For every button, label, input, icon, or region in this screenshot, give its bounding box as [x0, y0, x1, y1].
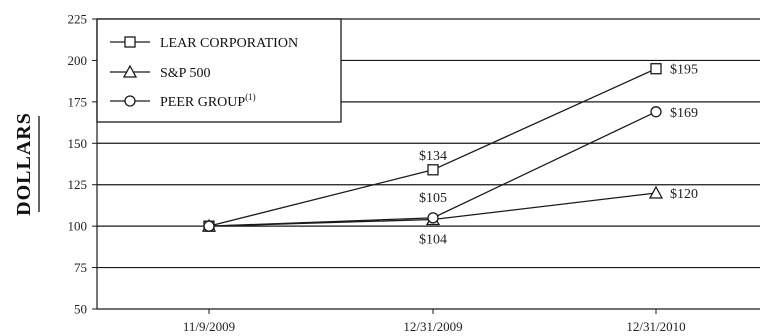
- data-label: $104: [419, 233, 447, 248]
- y-axis-label: DOLLARS: [13, 112, 35, 216]
- data-point: [650, 106, 662, 118]
- y-tick-label: 150: [68, 136, 88, 151]
- legend-label: PEER GROUP(1): [160, 92, 256, 110]
- legend-item: LEAR CORPORATION: [110, 36, 298, 51]
- legend-item: S&P 500: [110, 64, 210, 81]
- x-tick-label: 12/31/2009: [403, 319, 462, 334]
- legend-marker: [124, 36, 136, 48]
- data-label: $105: [419, 191, 447, 206]
- legend-marker: [122, 64, 138, 78]
- x-tick-label: 11/9/2009: [183, 319, 235, 334]
- y-tick-label: 75: [74, 260, 87, 275]
- data-point: [650, 63, 662, 75]
- legend-footnote-marker: (1): [245, 92, 256, 102]
- data-point: [427, 212, 439, 224]
- y-ticks: 50 75 100 125 150 175 200 225: [68, 12, 97, 317]
- y-tick-label: 50: [74, 302, 87, 317]
- data-label: $120: [670, 187, 698, 202]
- data-label: $195: [670, 63, 698, 78]
- legend-label: S&P 500: [160, 66, 210, 81]
- data-label: $134: [419, 149, 447, 164]
- legend-label: LEAR CORPORATION: [160, 36, 298, 51]
- legend: LEAR CORPORATION S&P 500 PEER GROUP(1): [96, 18, 342, 123]
- legend-item: PEER GROUP(1): [110, 92, 256, 110]
- series-circle: $105 $169: [203, 106, 698, 232]
- y-tick-label: 175: [68, 94, 88, 109]
- data-point: [648, 185, 664, 199]
- y-tick-label: 125: [68, 177, 88, 192]
- data-point: [427, 164, 439, 176]
- x-ticks: 11/9/2009 12/31/2009 12/31/2010: [183, 309, 686, 334]
- y-tick-label: 225: [68, 12, 88, 27]
- y-axis-title: DOLLARS: [13, 112, 40, 216]
- y-tick-label: 200: [68, 53, 88, 68]
- series-triangle: $104 $120: [201, 185, 698, 248]
- data-point: [203, 220, 215, 232]
- data-label: $169: [670, 106, 698, 121]
- legend-box: [96, 18, 342, 123]
- y-tick-label: 100: [68, 219, 88, 234]
- legend-marker: [124, 95, 136, 107]
- x-tick-label: 12/31/2010: [626, 319, 685, 334]
